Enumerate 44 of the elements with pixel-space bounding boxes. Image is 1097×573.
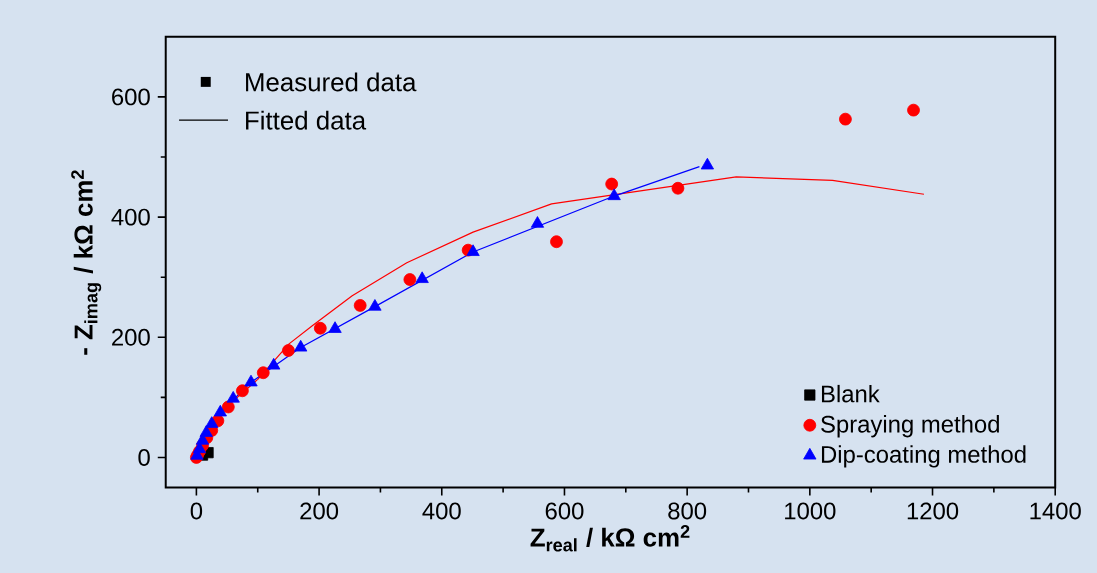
- point: [415, 271, 429, 283]
- point: [294, 339, 308, 352]
- x-axis-title: Z$_{real}$ / kΩ cm$^{2}$: [530, 525, 690, 552]
- point: [700, 157, 714, 170]
- x-tick-label: 1200: [907, 502, 959, 520]
- point: [466, 244, 480, 256]
- legend-label: Spraying method: [821, 415, 999, 438]
- point: [328, 321, 342, 333]
- point: [199, 425, 213, 437]
- annotation: Fitted data: [246, 110, 367, 130]
- point: [403, 273, 417, 286]
- x-tick-label: 1000: [785, 502, 836, 520]
- y-tick-label: 600: [112, 88, 150, 106]
- point: [205, 416, 219, 428]
- point: [839, 112, 852, 126]
- point: [907, 103, 920, 117]
- point: [267, 357, 281, 370]
- point: [226, 390, 240, 403]
- x-tick-label: 600: [545, 502, 584, 520]
- point: [605, 177, 619, 191]
- y-axis-title: - Z$_{imag}$ / kΩ cm$^{2}$: [71, 170, 102, 355]
- point: [244, 374, 258, 387]
- point: [256, 366, 270, 380]
- point: [671, 181, 685, 195]
- point: [313, 321, 327, 335]
- point: [282, 344, 295, 357]
- y-tick-label: 0: [138, 448, 150, 466]
- x-tick-label: 200: [300, 502, 339, 520]
- point: [213, 404, 227, 417]
- point: [368, 299, 382, 311]
- x-tick-label: 1400: [1030, 502, 1081, 520]
- y-tick-label: 400: [111, 208, 150, 226]
- legend-label: Dip-coating method: [821, 445, 1026, 468]
- x-tick-label: 800: [668, 502, 707, 520]
- point: [530, 216, 545, 228]
- y-tick-label: 200: [112, 328, 150, 346]
- x-tick-label: 400: [422, 502, 461, 520]
- point: [236, 384, 249, 398]
- x-tick-label: 0: [190, 502, 203, 520]
- point: [550, 235, 563, 249]
- legend-label: Blank: [821, 384, 880, 403]
- annotation: Measured data: [246, 72, 417, 92]
- point: [353, 299, 367, 312]
- point: [607, 188, 621, 201]
